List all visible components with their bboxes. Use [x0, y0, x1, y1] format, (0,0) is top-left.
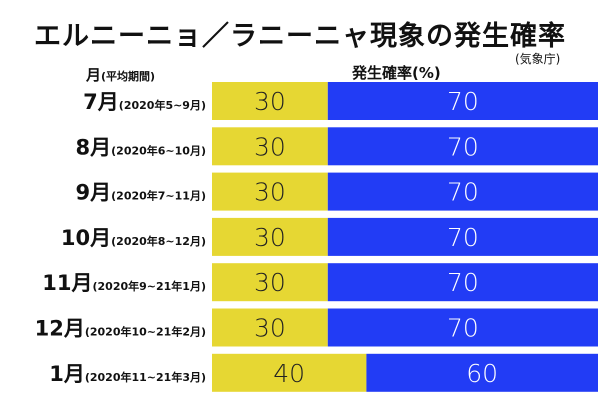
category-label: 1月(2020年11~21年3月) [49, 362, 206, 386]
category-month: 9月 [76, 181, 112, 205]
y-axis-label-main: 月 [86, 66, 102, 84]
bar-segment [327, 308, 598, 347]
data-label: 40 [273, 359, 305, 388]
data-label: 70 [447, 314, 479, 343]
y-axis-label: 月(平均期間) [86, 64, 155, 85]
data-label: 30 [254, 87, 286, 116]
category-period: (2020年10~21年2月) [85, 325, 206, 339]
category-period: (2020年7~11月) [111, 189, 206, 203]
category-period: (2020年11~21年3月) [85, 370, 206, 384]
bar-segment [327, 82, 598, 120]
data-label: 70 [447, 178, 479, 207]
category-period: (2020年9~21年1月) [92, 279, 206, 293]
bar-segment [327, 172, 598, 211]
data-label: 30 [254, 223, 286, 252]
bar-segment [212, 82, 328, 120]
bar-segment [212, 353, 367, 392]
category-label: 7月(2020年5~9月) [83, 90, 206, 114]
category-month: 1月 [49, 362, 85, 386]
data-label: 70 [447, 268, 479, 297]
bar-segment [212, 172, 328, 211]
category-month: 11月 [42, 271, 92, 295]
category-month: 7月 [83, 90, 119, 114]
category-period: (2020年5~9月) [119, 98, 206, 112]
category-label: 9月(2020年7~11月) [76, 181, 206, 205]
category-period: (2020年6~10月) [111, 143, 206, 157]
bar-segment [366, 353, 598, 392]
bar-segment [212, 308, 328, 347]
data-label: 70 [447, 132, 479, 161]
category-month: 12月 [35, 317, 85, 341]
data-label: 30 [254, 314, 286, 343]
bar-segment [212, 127, 328, 166]
category-label: 8月(2020年6~10月) [76, 135, 206, 159]
category-label: 10月(2020年8~12月) [61, 226, 206, 250]
category-label: 11月(2020年9~21年1月) [42, 271, 206, 295]
bar-segment [327, 127, 598, 166]
data-label: 30 [254, 178, 286, 207]
chart-title: エルニーニョ／ラニーニャ現象の発生確率 [34, 21, 566, 52]
data-label: 70 [447, 87, 479, 116]
bar-segment [327, 217, 598, 256]
y-axis-label-sub: (平均期間) [101, 70, 156, 83]
bar-segment [212, 217, 328, 256]
data-label: 30 [254, 268, 286, 297]
data-label: 60 [466, 359, 498, 388]
category-month: 8月 [76, 135, 112, 159]
bar-segment [212, 263, 328, 302]
data-label: 30 [254, 132, 286, 161]
category-month: 10月 [61, 226, 111, 250]
category-period: (2020年8~12月) [111, 234, 206, 248]
data-label: 70 [447, 223, 479, 252]
bar-segment [327, 263, 598, 302]
x-axis-label: 発生確率(%) [352, 64, 441, 82]
category-label: 12月(2020年10~21年2月) [35, 317, 206, 341]
source-label: (気象庁) [515, 52, 561, 66]
